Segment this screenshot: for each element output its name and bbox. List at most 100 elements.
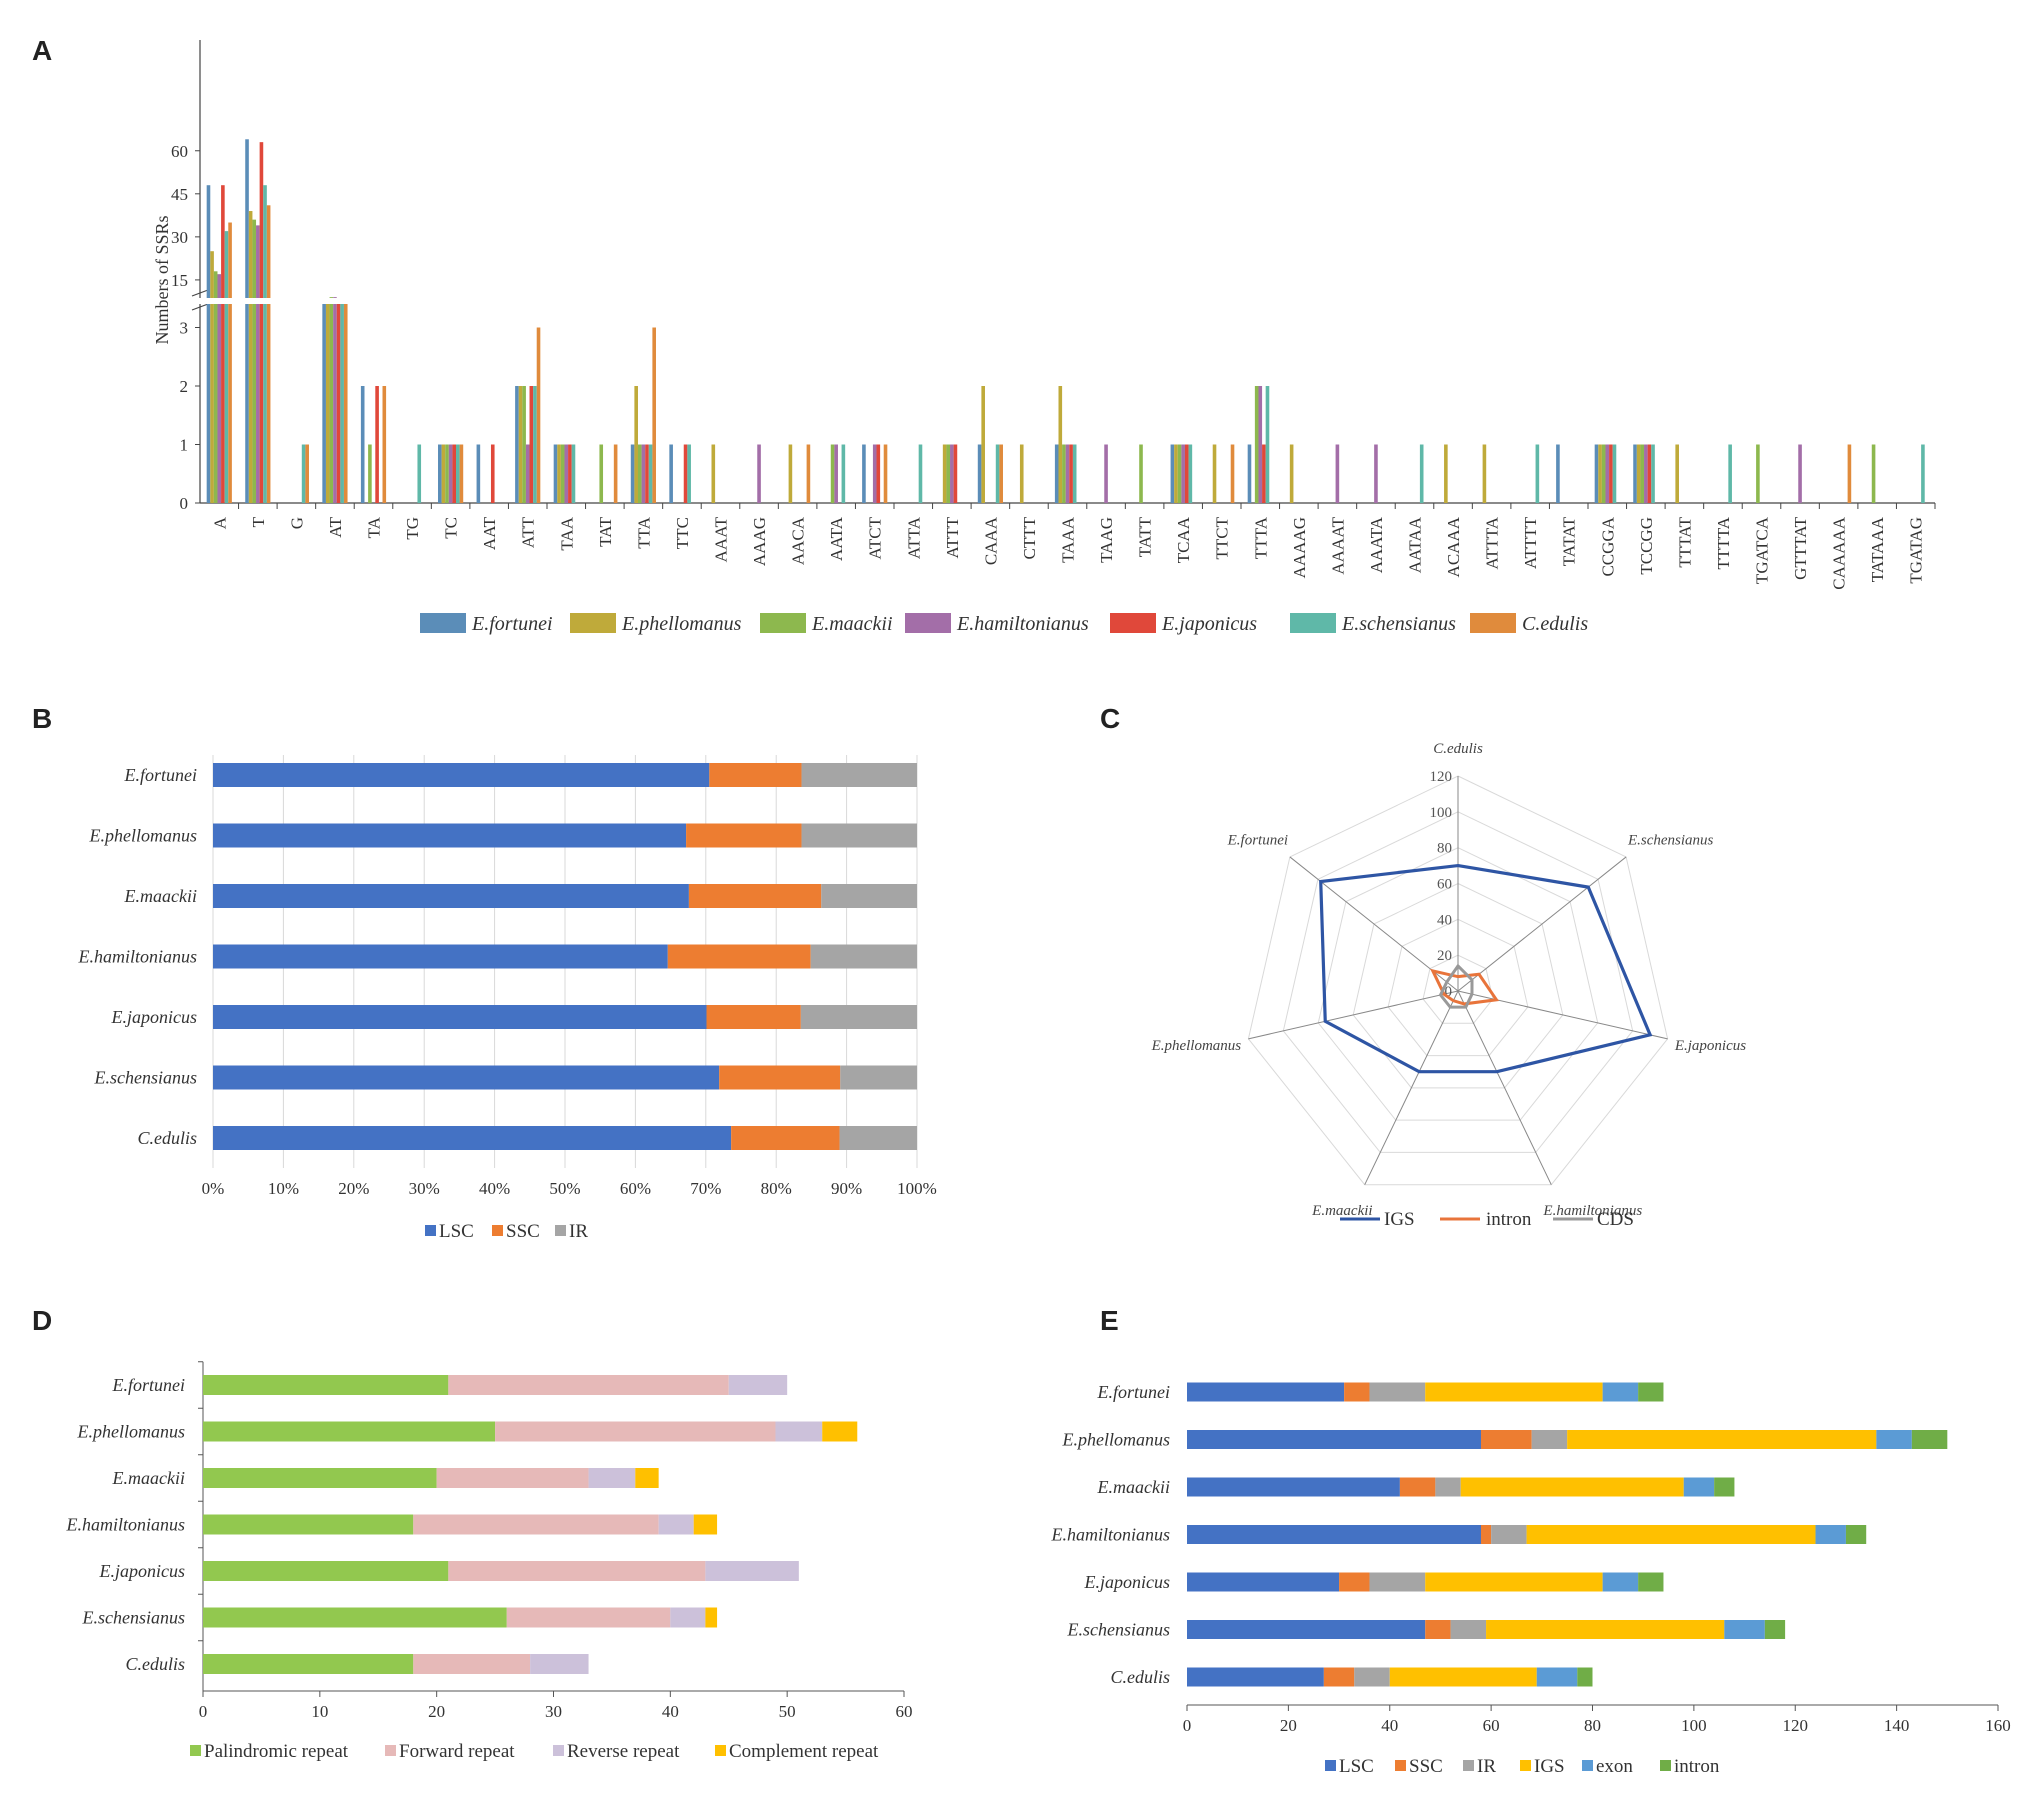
category-label: C.edulis [125,1654,185,1674]
panel-b-legend-swatch [425,1225,436,1236]
x-tick-label: 100 [1681,1716,1707,1735]
panel-a-category-label: TCAA [1174,516,1193,563]
bar-segment [1480,1430,1532,1449]
panel-c-legend-label: intron [1486,1209,1532,1230]
panel-a-bar [263,304,267,503]
panel-a-bar [266,304,271,503]
panel-a-y-tick-label: 2 [180,377,189,396]
category-label: E.fortunei [1097,1382,1171,1402]
panel-a-category-label: CTTT [1020,516,1039,559]
panel-a-bar [637,444,642,503]
x-tick-label: 20 [1280,1716,1297,1735]
panel-a-bar [1636,444,1641,503]
panel-a-category-label: AAAAT [1328,516,1347,574]
panel-a-bar [788,444,793,503]
x-tick-label: 60% [620,1179,651,1198]
panel-c-series [1319,863,1653,1074]
panel-a-bar [333,304,337,503]
bar-segment [705,1561,799,1581]
panel-a-bar [1139,444,1143,503]
panel-a-bar [1184,444,1189,503]
x-tick-label: 10% [268,1179,299,1198]
bar-segment [530,1654,589,1674]
bar-segment [1450,1620,1487,1639]
panel-c-spoke [1289,856,1459,992]
panel-a-category-label: ACAAA [1444,516,1463,577]
category-label: E.fortunei [124,765,198,785]
panel-a-bar [953,444,958,503]
panel-a-category-label: TTA [634,516,653,548]
panel-a-bar [266,205,271,298]
panel-a-legend-swatch [1470,613,1516,633]
panel-a-bar [206,185,211,298]
panel-a-bar [995,444,1000,503]
panel-a-bar [669,444,673,503]
panel-a-bar [325,304,330,503]
panel-label-b: B [32,703,52,734]
panel-a-category-label: TAAG [1097,517,1116,563]
panel-a-bar [1374,444,1378,503]
category-label: E.hamiltonianus [77,947,197,967]
panel-a-bar [533,386,537,503]
panel-a-ylabel: Numbers of SSRs [152,215,172,344]
panel-a-category-label: AAATA [1367,516,1386,573]
panel-a-bar [301,444,306,503]
panel-a-bar [977,444,982,503]
panel-b-legend-label: IR [569,1221,588,1242]
bar-segment [213,763,710,787]
panel-a-bar [248,304,253,503]
category-label: E.japonicus [99,1561,186,1581]
panel-a-bar [259,304,264,503]
bar-segment [1187,1430,1481,1449]
panel-c-axis-label: E.japonicus [1674,1038,1746,1054]
bar-segment [810,944,917,969]
x-tick-label: 0 [199,1702,208,1721]
category-label: E.phellomanus [1062,1430,1171,1450]
bar-segment [203,1654,414,1674]
panel-a-bar [1262,444,1266,503]
panel-a-category-label: G [287,517,306,529]
panel-a-legend-swatch [1110,613,1156,633]
panel-a-bar [525,444,530,503]
panel-label-e: E [1100,1305,1119,1336]
panel-c-legend: IGS intron CDS [1340,1209,1634,1230]
bar-segment [203,1468,437,1488]
panel-a-bar [490,444,495,503]
bar-segment [801,823,917,848]
category-label: C.edulis [1110,1667,1170,1687]
panel-b-bars [213,763,917,1150]
panel-d-repeat-chart: 0 10 20 30 40 50 60 E.fortunei E.phellomanus E.ma… [65,1361,913,1762]
panel-a-y-tick-label: 0 [180,494,189,513]
panel-a-legend-swatch [570,613,616,633]
panel-a-bar [441,444,446,503]
panel-c-ring [1317,847,1599,1121]
bar-segment [1602,1572,1639,1592]
panel-a-bar [515,386,519,503]
panel-a-bar [553,444,558,503]
x-tick-label: 30% [409,1179,440,1198]
panel-a-bar [841,444,846,503]
panel-a-bar [1062,444,1066,503]
panel-a-category-label: AAAT [712,516,731,562]
bar-segment [1567,1430,1877,1449]
panel-a-bar [1247,444,1252,503]
panel-a-bar [946,444,951,503]
panel-a-category-label: TTTTA [1714,516,1733,569]
panel-a-bar [1181,444,1185,503]
panel-a-bar [571,444,576,503]
bar-segment [203,1607,507,1628]
panel-a-bar [613,444,618,503]
panel-c-r-tick: 0 [1445,984,1453,1000]
category-label: E.maackii [124,886,197,906]
panel-a-bar [1633,444,1637,503]
panel-e-legend: LSC SSC IR IGS exon intron [1325,1756,1720,1777]
bar-segment [448,1561,706,1581]
panel-a-category-label: TC [442,517,461,539]
panel-a-category-label: TA [365,516,384,538]
panel-a-bar [1254,386,1259,503]
bar-segment [203,1375,449,1395]
panel-c-legend-label: IGS [1384,1209,1415,1230]
bar-segment [448,1375,729,1395]
panel-a-bar [343,304,348,503]
panel-e-legend-label: IGS [1534,1756,1565,1777]
